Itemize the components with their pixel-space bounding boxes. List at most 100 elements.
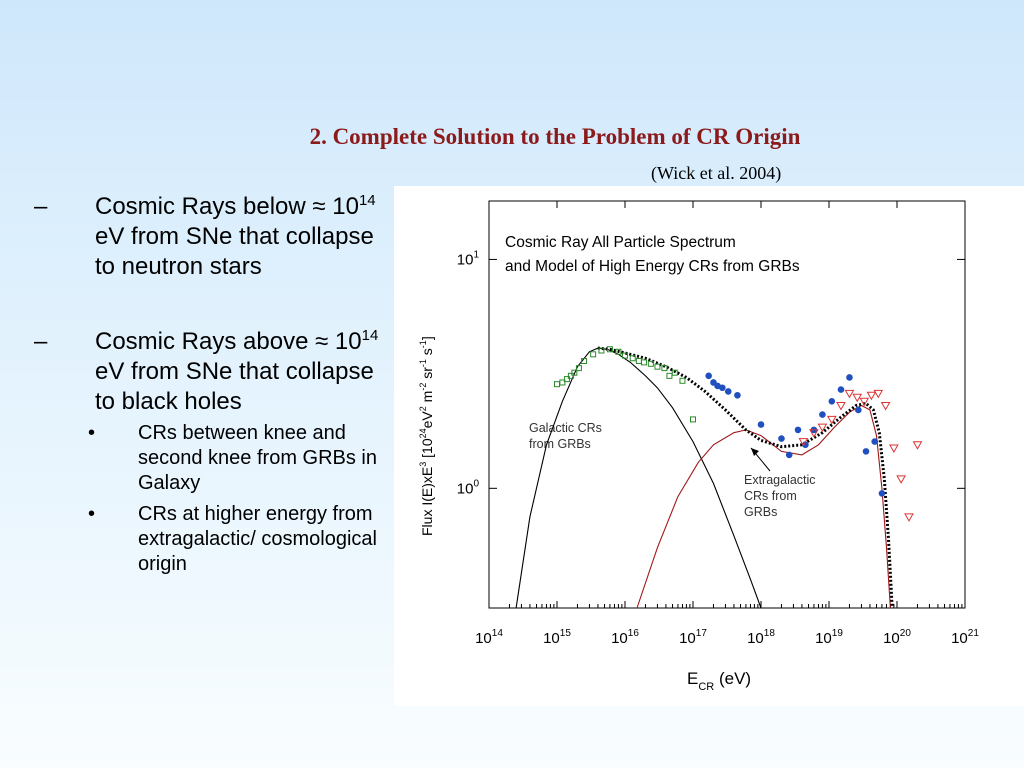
data-point (912, 441, 923, 450)
spectrum-chart: Cosmic Ray All Particle Spectrum and Mod… (418, 200, 979, 693)
data-point (844, 389, 855, 399)
annotation-arrow-head (751, 448, 759, 456)
y-tick-label: 100 (457, 478, 480, 497)
annotation-line: Extragalactic (744, 473, 816, 487)
subbullet-galactic: • CRs between knee and second knee from … (30, 421, 395, 496)
data-point (817, 423, 828, 433)
data-point (666, 372, 673, 379)
plot-frame (488, 200, 966, 609)
data-point (554, 381, 560, 388)
data-point (590, 351, 597, 358)
x-tick-label: 1014 (475, 628, 503, 647)
bullet-text-post: eV from SNe that collapse to neutron sta… (95, 223, 374, 280)
data-point (719, 384, 726, 392)
ylabel-part: sr (419, 367, 435, 383)
model-curves (515, 346, 894, 609)
data-point (563, 376, 570, 383)
galactic-crs-annotation: Galactic CRs from GRBs (529, 421, 602, 451)
data-point (734, 391, 741, 399)
ylabel-part: s (419, 348, 435, 359)
bullet-exponent: 14 (358, 192, 376, 209)
data-point (878, 490, 886, 497)
subbullet-text: CRs between knee and second knee from GR… (138, 422, 377, 494)
spectrum-figure: Cosmic Ray All Particle Spectrum and Mod… (394, 186, 1024, 706)
data-point (862, 448, 870, 455)
y-axis-label: Flux I(E)xE3 [1024eV2 m-2 sr-1 s-1] (418, 336, 435, 536)
ylabel-part: -1 (418, 359, 428, 367)
data-point (598, 347, 605, 354)
bullet-list: – Cosmic Rays below ≈ 1014 eV from SNe t… (30, 192, 395, 583)
data-point (855, 406, 862, 414)
data-point (828, 397, 836, 405)
chart-title-line-2: and Model of High Energy CRs from GRBs (505, 258, 800, 275)
data-point (871, 438, 879, 445)
data-point (866, 391, 877, 401)
data-point (575, 365, 582, 372)
x-axis-label: ECR (eV) (687, 669, 751, 693)
annotation-line: Galactic CRs (529, 421, 602, 435)
ylabel-part: 24 (418, 428, 428, 438)
data-point (826, 415, 837, 425)
bullet-above-knee: – Cosmic Rays above ≈ 1014 eV from SNe t… (30, 327, 395, 417)
bullet-exponent: 14 (361, 327, 379, 344)
data-point (852, 393, 863, 403)
ylabel-part: [10 (419, 438, 435, 462)
x-tick-label: 1015 (543, 628, 571, 647)
ylabel-part: Flux I(E)xE (419, 467, 435, 536)
data-point (880, 402, 891, 411)
dash-marker: – (34, 193, 48, 220)
xlabel-part: CR (698, 681, 714, 693)
chart-title-line-1: Cosmic Ray All Particle Spectrum (505, 234, 736, 251)
x-tick-label: 1020 (883, 628, 911, 647)
slide-title: 2. Complete Solution to the Problem of C… (309, 124, 801, 149)
data-point (846, 374, 853, 381)
data-point (629, 355, 636, 362)
bullet-dot: • (88, 422, 96, 444)
data-point (819, 411, 826, 418)
x-tick-label: 1017 (679, 628, 707, 647)
model-curve (636, 404, 891, 609)
data-point (859, 397, 870, 407)
data-point (873, 389, 884, 399)
data-point (896, 475, 906, 484)
data-point (654, 363, 661, 370)
ylabel-part: ] (419, 336, 435, 340)
ylabel-part: 2 (418, 406, 428, 411)
annotation-line: from GRBs (529, 437, 591, 451)
data-point (794, 426, 802, 434)
x-tick-label: 1021 (951, 628, 979, 647)
data-point (836, 402, 846, 411)
data-point (661, 365, 668, 372)
data-point (606, 346, 613, 353)
x-tick-label: 1019 (815, 628, 843, 647)
bullet-text-pre: Cosmic Rays above ≈ 10 (95, 328, 362, 355)
data-point (889, 444, 899, 454)
measurement-points (554, 346, 923, 522)
data-point (622, 352, 628, 359)
extragalactic-crs-annotation: Extragalactic CRs from GRBs (744, 447, 816, 519)
data-point (690, 416, 696, 423)
data-point (757, 421, 765, 428)
data-point (581, 357, 588, 364)
bullet-text-post: eV from SNe that collapse to black holes (95, 358, 374, 415)
xlabel-part: E (687, 669, 698, 688)
data-point (615, 348, 622, 355)
ylabel-part: -1 (418, 340, 428, 348)
data-point (679, 377, 686, 384)
data-point (571, 369, 578, 376)
bullet-text-pre: Cosmic Rays below ≈ 10 (95, 193, 359, 220)
x-tick-label: 1016 (611, 628, 639, 647)
annotation-line: CRs from (744, 489, 797, 503)
dash-marker: – (34, 328, 48, 355)
data-point (559, 379, 566, 386)
data-point (640, 359, 647, 366)
subbullet-text: CRs at higher energy from extragalactic/… (138, 503, 377, 575)
data-point (710, 379, 717, 386)
data-point (724, 388, 732, 395)
xlabel-part: (eV) (714, 669, 751, 688)
slide-citation: (Wick et al. 2004) (651, 163, 782, 183)
data-point (567, 372, 574, 379)
data-point (798, 438, 809, 447)
data-point (809, 429, 819, 438)
data-point (705, 372, 712, 380)
